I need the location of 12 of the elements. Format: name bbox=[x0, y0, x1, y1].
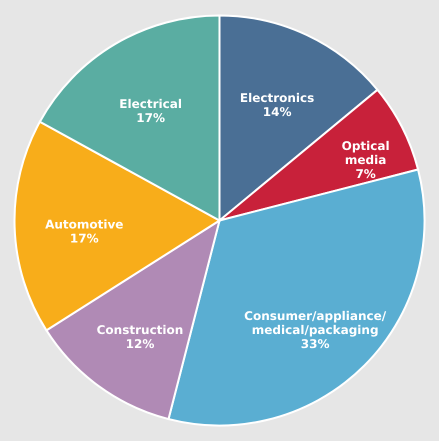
data-label: 17% bbox=[70, 232, 99, 246]
data-label: 12% bbox=[126, 336, 154, 351]
slice-label: Electrical bbox=[119, 97, 182, 112]
slice-label: Automotive bbox=[45, 218, 124, 232]
slice-label: Consumer/appliance/medical/packaging bbox=[244, 309, 387, 338]
slice-label: Construction bbox=[96, 322, 184, 337]
slice-label: Electronics bbox=[240, 91, 314, 106]
data-label: 17% bbox=[136, 111, 165, 126]
slice-label: Optical media bbox=[342, 139, 390, 168]
data-label: 14% bbox=[262, 105, 292, 120]
data-label: 33% bbox=[300, 337, 330, 352]
data-label: 7% bbox=[355, 167, 376, 182]
